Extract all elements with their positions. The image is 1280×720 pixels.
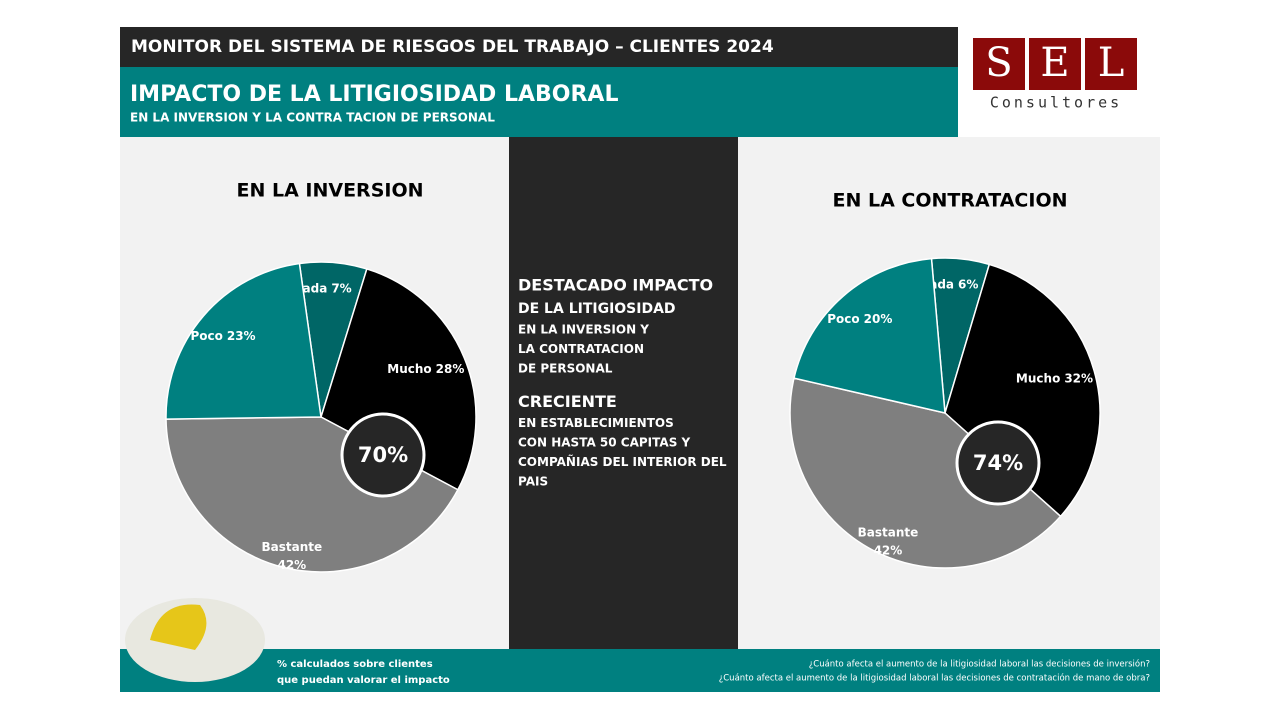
center-circle: [340, 412, 426, 498]
highlight-body: CON HASTA 50 CAPITAS Y: [518, 436, 691, 450]
slice-label: 28%: [436, 362, 465, 376]
center-label: 74%: [973, 451, 1023, 475]
logo-box: [1085, 38, 1137, 90]
slice-label: 42%: [277, 558, 306, 572]
footer-question: ¿Cuánto afecta el aumento de la litigios…: [719, 673, 1150, 684]
highlight-heading: DESTACADO IMPACTO: [518, 276, 713, 295]
subheading: EN LA INVERSION Y LA CONTRA TACION DE PE…: [130, 111, 495, 125]
logo-letter: E: [1040, 40, 1069, 86]
footer-note: que puedan valorar el impacto: [277, 675, 450, 686]
pie-slice: [165, 262, 322, 420]
highlight-heading: DE LA LITIGIOSIDAD: [518, 301, 676, 317]
highlight-body: COMPAÑIAS DEL INTERIOR DEL: [518, 454, 727, 469]
slice-label: 20%: [864, 312, 893, 326]
logo-box: [973, 38, 1025, 90]
middle-panel: [509, 137, 738, 649]
footer-note: % calculados sobre clientes: [277, 659, 433, 670]
header-title: MONITOR DEL SISTEMA DE RIESGOS DEL TRABA…: [131, 37, 774, 57]
highlight-body: PAIS: [518, 475, 548, 489]
logo-letter: L: [1098, 40, 1125, 86]
slice-category: Mucho: [387, 362, 431, 376]
pie-slice: [944, 263, 1101, 518]
slice-label: 42%: [874, 544, 903, 558]
slice-label: 7%: [331, 281, 351, 295]
slice-category: Mucho: [1016, 372, 1060, 386]
heading: IMPACTO DE LA LITIGIOSIDAD LABORAL: [130, 82, 618, 107]
chart-title: EN LA INVERSION: [236, 180, 423, 202]
slice-category: Bastante: [858, 526, 919, 540]
pie-slice: [793, 257, 946, 414]
highlight-heading: CRECIENTE: [518, 392, 617, 411]
slice-category: Poco: [190, 329, 222, 343]
highlight-body: DE PERSONAL: [518, 362, 613, 376]
center-circle: [955, 420, 1041, 506]
center-label: 70%: [358, 443, 408, 467]
slice-category: Poco: [827, 312, 859, 326]
chart-title: EN LA CONTRATACION: [833, 190, 1068, 212]
slice-label: 23%: [227, 329, 256, 343]
highlight-body: EN ESTABLECIMIENTOS: [518, 416, 674, 430]
slice-category: Bastante: [262, 540, 323, 554]
slice-label: 6%: [958, 278, 978, 292]
heading-bar: [120, 67, 958, 137]
logo-text: Consultores: [990, 94, 1122, 112]
footer-bar: [120, 649, 1160, 692]
logo-letter: S: [985, 40, 1012, 86]
logo-box: [1029, 38, 1081, 90]
footer-question: ¿Cuánto afecta el aumento de la litigios…: [809, 659, 1150, 670]
slice-label: 32%: [1064, 372, 1093, 386]
helmet-icon: [150, 604, 207, 650]
highlight-body: LA CONTRATACION: [518, 342, 644, 356]
pie-slice: [789, 377, 1062, 569]
header-bar: [120, 27, 958, 67]
highlight-body: EN LA INVERSION Y: [518, 323, 649, 337]
